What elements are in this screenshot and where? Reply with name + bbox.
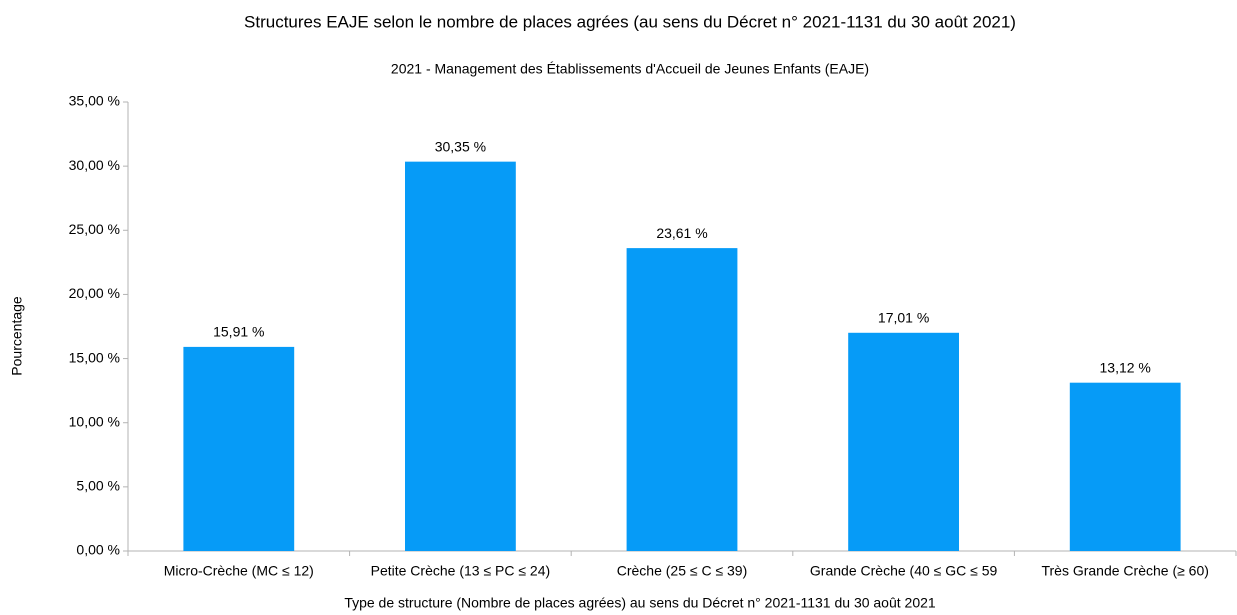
data-label: 17,01 % bbox=[878, 309, 929, 325]
y-tick-label: 25,00 % bbox=[69, 221, 120, 237]
x-tick-label: Crèche (25 ≤ C ≤ 39) bbox=[617, 563, 748, 579]
y-tick-label: 10,00 % bbox=[69, 413, 120, 429]
x-tick-label: Petite Crèche (13 ≤ PC ≤ 24) bbox=[371, 563, 551, 579]
bar bbox=[626, 248, 738, 551]
chart-subtitle: 2021 - Management des Établissements d'A… bbox=[391, 61, 869, 77]
x-axis-title: Type de structure (Nombre de places agré… bbox=[344, 595, 936, 611]
bar bbox=[183, 346, 295, 551]
y-tick-label: 5,00 % bbox=[76, 478, 120, 494]
y-tick-label: 20,00 % bbox=[69, 285, 120, 301]
data-label: 30,35 % bbox=[435, 138, 486, 154]
x-tick-label: Très Grande Crèche (≥ 60) bbox=[1041, 563, 1208, 579]
x-tick-label: Micro-Crèche (MC ≤ 12) bbox=[164, 563, 314, 579]
y-tick-label: 30,00 % bbox=[69, 157, 120, 173]
y-tick-label: 0,00 % bbox=[76, 542, 120, 558]
x-tick-label: Grande Crèche (40 ≤ GC ≤ 59 bbox=[810, 563, 998, 579]
y-tick-label: 15,00 % bbox=[69, 349, 120, 365]
bar bbox=[405, 161, 516, 551]
data-label: 13,12 % bbox=[1100, 359, 1151, 375]
y-axis-title: Pourcentage bbox=[9, 296, 25, 376]
data-label: 15,91 % bbox=[213, 324, 264, 340]
data-label: 23,61 % bbox=[656, 225, 707, 241]
y-tick-label: 35,00 % bbox=[69, 93, 120, 109]
bar bbox=[1069, 382, 1181, 551]
bar bbox=[848, 332, 959, 551]
chart-title: Structures EAJE selon le nombre de place… bbox=[244, 12, 1016, 31]
